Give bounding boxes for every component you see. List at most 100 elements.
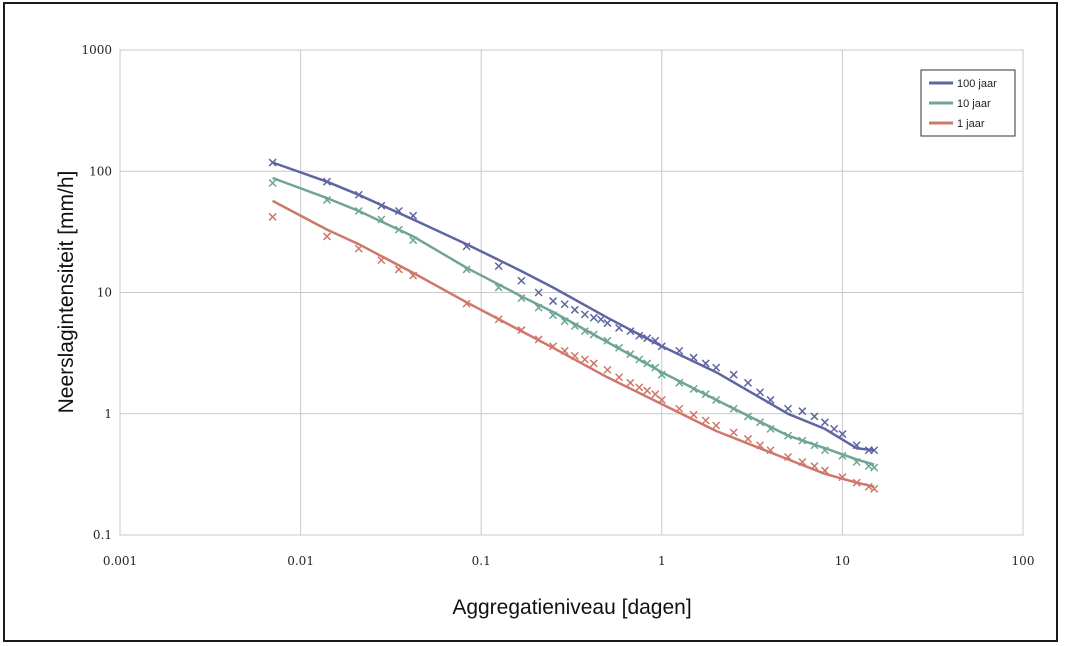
data-point-marker (798, 436, 807, 445)
data-point-marker (570, 305, 579, 314)
data-point-marker (766, 424, 775, 433)
data-point-marker (657, 370, 666, 379)
data-point-marker (615, 343, 624, 352)
data-point-marker (626, 378, 635, 387)
x-tick-label: 0.001 (103, 554, 137, 568)
y-axis-title: Neerslagintensiteit [mm/h] (55, 171, 78, 414)
data-point-marker (570, 351, 579, 360)
data-point-marker (651, 390, 660, 399)
data-point-marker (657, 395, 666, 404)
data-point-marker (675, 378, 684, 387)
x-tick-label: 0.01 (287, 554, 314, 568)
series-2 (268, 176, 879, 472)
y-tick-label: 1 (104, 407, 112, 421)
data-point-marker (268, 178, 277, 188)
data-point-marker (626, 350, 635, 359)
data-point-marker (560, 346, 569, 355)
series-line (272, 161, 875, 452)
data-point-marker (377, 215, 386, 224)
data-point-marker (712, 363, 721, 372)
data-point-marker (462, 265, 471, 274)
data-point-marker (651, 336, 660, 345)
data-point-marker (712, 421, 721, 430)
data-point-marker (820, 418, 829, 427)
data-point-marker (870, 446, 879, 455)
data-point-marker (549, 297, 558, 306)
data-point-marker (743, 434, 752, 443)
data-point-marker (635, 383, 644, 392)
data-point-marker (766, 395, 775, 404)
data-point-marker (517, 276, 526, 285)
data-point-marker (830, 424, 839, 433)
data-point-marker (409, 271, 418, 280)
data-point-marker (756, 418, 765, 427)
data-point-marker (322, 177, 332, 186)
data-point-marker (729, 370, 738, 379)
data-point-marker (838, 430, 847, 439)
data-point-marker (494, 315, 503, 324)
series-line (272, 199, 875, 488)
data-point-marker (560, 300, 569, 309)
legend-label: 100 jaar (957, 78, 997, 90)
data-point-marker (534, 335, 543, 344)
legend: 100 jaar 10 jaar 1 jaar (920, 69, 1016, 137)
data-point-marker (589, 330, 598, 339)
data-point-marker (603, 336, 612, 345)
data-point-marker (810, 412, 819, 421)
data-point-marker (615, 323, 624, 332)
y-tick-label: 10 (97, 286, 112, 300)
data-point-marker (689, 384, 698, 394)
data-point-marker (689, 410, 698, 419)
data-point-marker (689, 353, 698, 362)
data-point-marker (810, 441, 819, 450)
data-point-marker (462, 299, 471, 308)
data-point-marker (517, 326, 526, 335)
data-point-marker (701, 359, 710, 368)
data-point-marker (354, 190, 363, 199)
data-point-marker (743, 412, 752, 421)
data-point-marker (766, 446, 775, 455)
data-point-marker (322, 232, 332, 241)
y-tick-label: 100 (89, 164, 112, 178)
y-tick-label: 0.1 (93, 528, 112, 542)
data-point-marker (852, 457, 861, 467)
data-point-marker (643, 359, 652, 368)
x-axis-title: Aggregatieniveau [dagen] (452, 596, 691, 619)
data-point-marker (712, 395, 721, 404)
data-point-marker (394, 265, 403, 274)
data-point-marker (657, 342, 666, 351)
x-tick-labels: 0.001 0.01 0.1 1 10 100 (103, 554, 1035, 568)
series-3 (268, 199, 879, 493)
data-point-marker (589, 313, 598, 322)
data-point-marker (852, 478, 861, 487)
y-tick-labels: 1000 100 10 1 0.1 (81, 43, 112, 542)
legend-label: 1 jaar (957, 118, 985, 130)
data-point-marker (354, 206, 363, 216)
data-point-marker (494, 262, 503, 271)
data-point-marker (580, 327, 589, 336)
data-point-marker (580, 310, 589, 319)
data-point-marker (549, 342, 558, 351)
data-point-marker (377, 256, 386, 265)
data-point-marker (651, 363, 660, 372)
x-tick-label: 0.1 (472, 554, 491, 568)
data-point-marker (838, 451, 847, 460)
series-line (272, 176, 875, 466)
data-point-marker (810, 462, 819, 471)
data-point-marker (462, 242, 471, 251)
data-point-marker (580, 355, 589, 364)
data-point-marker (409, 236, 418, 245)
data-point-marker (570, 321, 579, 330)
data-point-marker (870, 463, 879, 472)
data-point-marker (409, 211, 418, 220)
x-tick-label: 10 (835, 554, 850, 568)
data-point-marker (701, 416, 710, 425)
data-point-marker (743, 378, 752, 387)
data-point-marker (377, 201, 386, 210)
data-point-marker (798, 407, 807, 416)
y-tick-label: 1000 (81, 43, 112, 57)
data-point-marker (268, 158, 277, 167)
data-point-marker (635, 331, 644, 340)
data-point-marker (784, 452, 793, 462)
